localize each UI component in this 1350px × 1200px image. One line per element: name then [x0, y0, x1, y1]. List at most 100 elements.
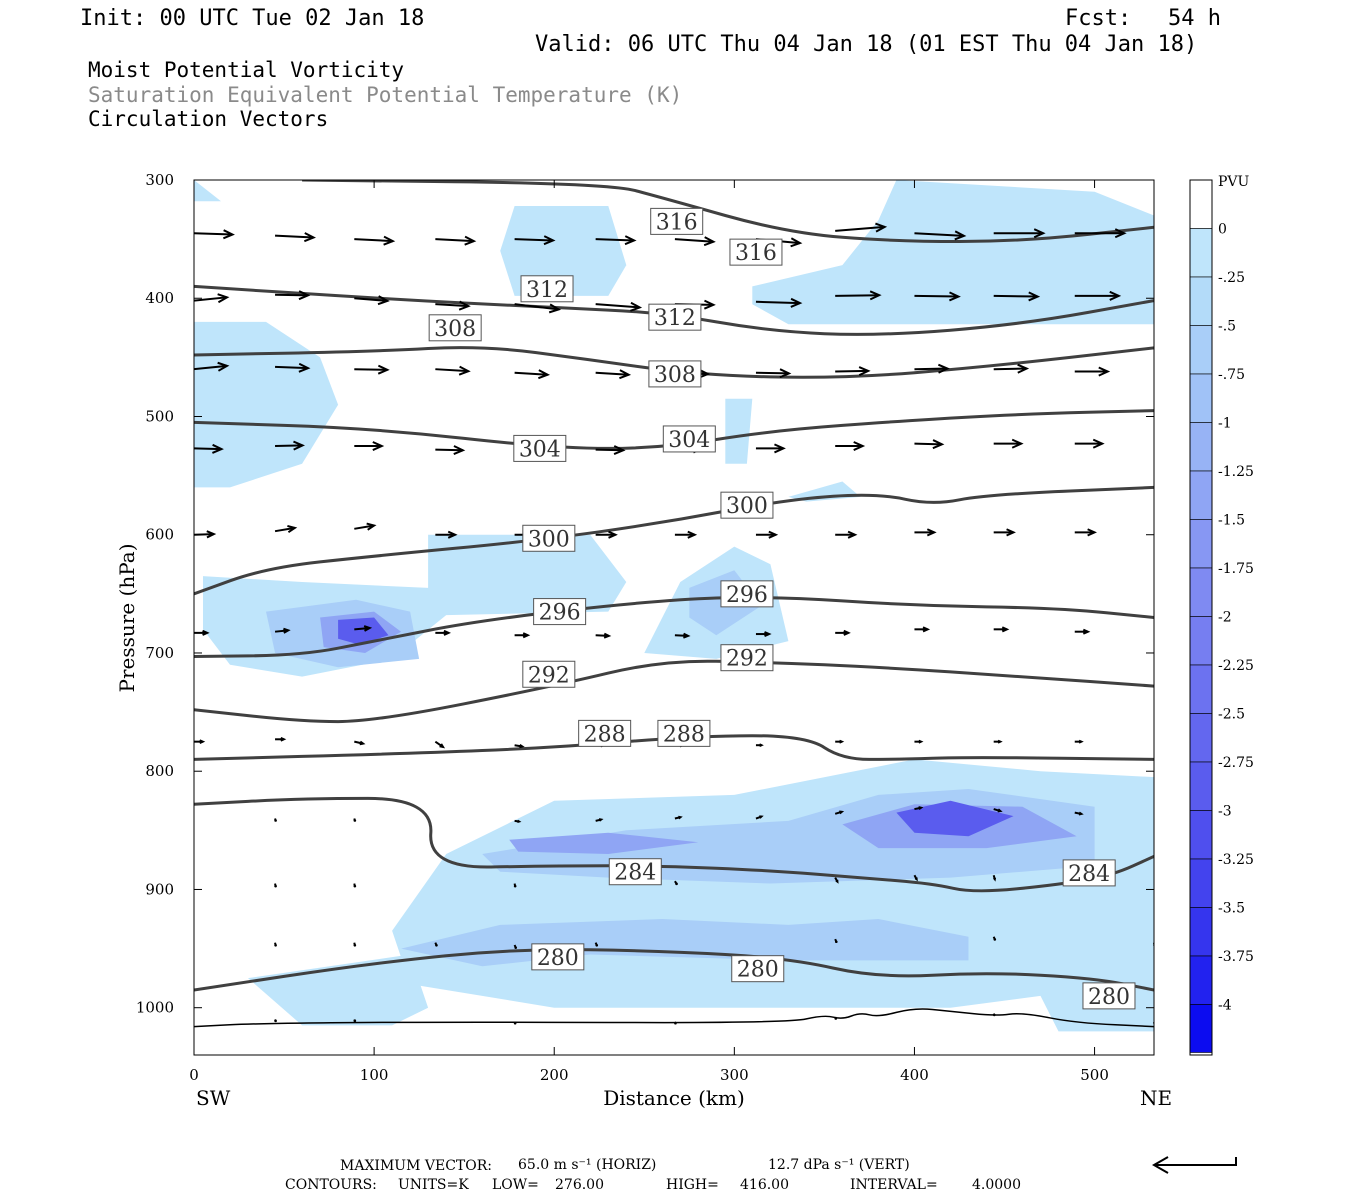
colorbar-swatch [1189, 228, 1213, 278]
vector-9 [914, 230, 967, 241]
colorbar-swatch [1189, 325, 1213, 375]
contour-300 [194, 485, 1154, 596]
vector-72 [1074, 628, 1091, 635]
pv-region-4 [725, 398, 753, 464]
pv-region-1 [194, 321, 339, 488]
vector-45 [835, 441, 866, 452]
vector-99 [834, 877, 839, 884]
y-tick-label: 700 [145, 644, 174, 662]
vector-74 [275, 736, 287, 742]
plot-frame [193, 179, 1155, 1056]
x-tick-label: 100 [360, 1066, 389, 1084]
colorbar-swatch [1189, 616, 1213, 666]
svg-text:280: 280 [737, 958, 779, 983]
contour-label-5: 308 [648, 360, 702, 388]
vector-90 [755, 815, 764, 820]
contour-label-10: 296 [533, 598, 587, 626]
vector-39 [354, 441, 385, 452]
vector-23 [993, 291, 1041, 302]
vector-35 [993, 363, 1030, 374]
valid-time: Valid: 06 UTC Thu 04 Jan 18 (01 EST Thu … [535, 32, 1198, 57]
axes-layer: 0 100 200 300 400 500 300 400 500 600 700 800 900 100… [136, 171, 1154, 1084]
colorbar-label: -2.25 [1218, 658, 1254, 674]
contour-label-3: 312 [648, 303, 702, 331]
vector-100 [913, 874, 918, 882]
vector-29 [514, 369, 551, 380]
colorbar-swatch [1189, 713, 1213, 763]
vector-15 [354, 295, 390, 306]
contour-label-9: 300 [720, 491, 774, 519]
y-tick-label: 500 [145, 407, 174, 425]
contour-304 [194, 409, 1154, 450]
vector-17 [514, 303, 562, 314]
colorbar-swatch [1189, 519, 1213, 569]
y-tick-label: 900 [145, 880, 174, 898]
colorbar-label: -.75 [1218, 367, 1245, 383]
vector-65 [514, 632, 531, 639]
vector-4 [514, 235, 556, 246]
colorbar-label: -.5 [1218, 319, 1236, 335]
vector-82 [914, 739, 924, 744]
colorbar-label: -3 [1218, 804, 1232, 820]
vector-46 [914, 439, 945, 450]
contour-high-label: HIGH= [666, 1177, 719, 1193]
vector-51 [354, 522, 377, 531]
vector-40 [435, 445, 466, 456]
vector-91 [834, 810, 845, 815]
field-title-pv: Moist Potential Vorticity [88, 58, 405, 82]
vector-47 [993, 438, 1024, 449]
vector-102 [274, 942, 277, 947]
vector-6 [674, 236, 716, 247]
contour-label-2: 312 [520, 275, 574, 303]
field-title-vectors: Circulation Vectors [88, 107, 329, 131]
x-axis-title: Distance (km) [603, 1086, 745, 1110]
contour-label-7: 304 [662, 425, 716, 453]
vector-58 [914, 528, 937, 537]
contour-units: UNITS=K [398, 1177, 469, 1193]
vector-67 [674, 632, 691, 639]
max-vector-vert: 12.7 dPa s⁻¹ (VERT) [768, 1157, 910, 1173]
colorbar-label: -1 [1218, 416, 1232, 432]
svg-text:296: 296 [539, 601, 581, 626]
contour-label-18: 280 [531, 943, 585, 971]
svg-text:296: 296 [726, 583, 768, 608]
colorbar-label: -3.5 [1218, 901, 1245, 917]
vector-89 [674, 815, 683, 820]
terrain-line [194, 1008, 1154, 1028]
contour-high-value: 416.00 [740, 1177, 789, 1193]
x-end-right-label: NE [1140, 1086, 1172, 1110]
contour-label-17: 284 [1062, 859, 1116, 887]
init-time: Init: 00 UTC Tue 02 Jan 18 [80, 6, 425, 31]
forecast-hour: 54 h [1168, 6, 1221, 31]
colorbar-swatch [1189, 567, 1213, 617]
pv-region-3 [752, 180, 1154, 325]
colorbar-label: -1.75 [1218, 561, 1254, 577]
vector-57 [835, 530, 858, 539]
vector-112 [513, 1021, 517, 1025]
contours-label: CONTOURS: [285, 1177, 377, 1193]
colorbar-swatch [1189, 810, 1213, 860]
vector-1 [274, 232, 316, 243]
contour-label-16: 284 [608, 858, 662, 886]
vector-44 [755, 443, 786, 454]
vector-18 [595, 301, 643, 312]
svg-text:284: 284 [1068, 862, 1110, 887]
contour-label-14: 288 [578, 719, 632, 747]
vector-93 [993, 808, 1003, 813]
vector-101 [992, 875, 997, 882]
vector-66 [595, 632, 612, 639]
vector-5 [595, 235, 637, 246]
vector-0 [194, 229, 235, 240]
svg-text:284: 284 [614, 861, 656, 886]
svg-text:300: 300 [528, 527, 570, 552]
colorbar-unit: PVU [1218, 174, 1250, 190]
vector-28 [435, 365, 471, 376]
vector-69 [835, 629, 851, 636]
y-tick-label: 600 [145, 526, 174, 544]
vector-32 [755, 368, 792, 379]
x-tick-label: 400 [900, 1066, 929, 1084]
y-tick-label: 800 [145, 762, 174, 780]
contour-interval-value: 4.0000 [972, 1177, 1021, 1193]
contour-308 [194, 346, 1154, 379]
